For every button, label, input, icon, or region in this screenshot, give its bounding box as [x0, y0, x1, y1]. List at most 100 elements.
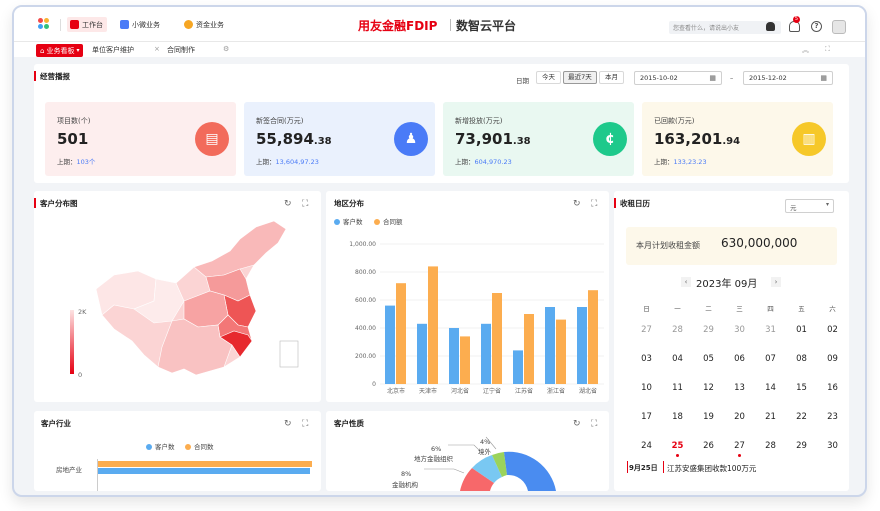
fullscreen-icon[interactable]: ⛶ [302, 419, 309, 429]
app-tab-label: 小微业务 [132, 20, 160, 29]
avatar[interactable] [832, 20, 846, 34]
calendar-day[interactable]: 13 [734, 383, 745, 393]
calendar-day[interactable]: 06 [734, 354, 745, 364]
calendar-day[interactable]: 30 [827, 441, 838, 451]
tab-customer-maintain[interactable]: 单位客户维护 [92, 43, 134, 57]
y-tick-label: 600.00 [355, 297, 376, 304]
bar-客户数-北京市[interactable] [385, 305, 395, 384]
fullscreen-icon[interactable]: ⛶ [302, 199, 309, 209]
app-logo-icon [38, 18, 50, 30]
bar-合同额-天津市[interactable] [428, 266, 438, 384]
calendar-day[interactable]: 04 [672, 354, 683, 364]
bar-客户数-河北省[interactable] [449, 328, 459, 384]
fullscreen-icon[interactable]: ⛶ [591, 199, 598, 209]
calendar-day[interactable]: 24 [641, 441, 652, 451]
collapse-icon[interactable]: ︽ [802, 46, 809, 54]
assistant-icon[interactable] [766, 22, 775, 31]
panel-title: 客户分布图 [40, 199, 78, 208]
range-month-button[interactable]: 本月 [599, 71, 624, 84]
unit-select[interactable]: 元 ▾ [785, 199, 834, 213]
settings-icon[interactable]: ⚙ [223, 45, 230, 53]
refresh-icon[interactable]: ↻ [284, 419, 292, 429]
calendar-day[interactable]: 19 [703, 412, 714, 422]
refresh-icon[interactable]: ↻ [573, 419, 581, 429]
search-input[interactable]: 您查看什么，请说出小友 [669, 21, 781, 34]
bar-合同额-江苏省[interactable] [524, 314, 534, 384]
range-today-button[interactable]: 今天 [536, 71, 561, 84]
calendar-day[interactable]: 16 [827, 383, 838, 393]
event-marker [738, 454, 741, 457]
refresh-icon[interactable]: ↻ [573, 199, 581, 209]
app-tab-funds[interactable]: 资金业务 [181, 17, 228, 32]
bar-客户数-浙江省[interactable] [545, 307, 555, 384]
calendar-day[interactable]: 09 [827, 354, 838, 364]
calendar-day[interactable]: 30 [734, 325, 745, 335]
app-tab-workbench[interactable]: 工作台 [67, 17, 107, 32]
bar-合同额-河北省[interactable] [460, 336, 470, 384]
weekday-label: 日 [643, 305, 650, 313]
next-month-button[interactable]: › [771, 277, 781, 287]
customer-industry-panel: 客户行业 ↻ ⛶ 客户数 合同数 房地产业 [34, 411, 321, 491]
kpi-card-projects[interactable]: 项目数(个) 501 上期：103个 ▤ [45, 102, 236, 176]
app-tab-micro-business[interactable]: 小微业务 [117, 17, 164, 32]
bar-合同额-浙江省[interactable] [556, 319, 566, 384]
kpi-card-new-investment[interactable]: 新增投放(万元) 73,901.38 上期：604,970.23 ¢ [443, 102, 634, 176]
bar-客户数-湖北省[interactable] [577, 307, 587, 384]
calendar-day[interactable]: 17 [641, 412, 652, 422]
x-tick-label: 北京市 [387, 387, 405, 395]
date-to-input[interactable]: 2015-12-02 ▦ [743, 71, 833, 85]
calendar-day[interactable]: 22 [796, 412, 807, 422]
prev-month-button[interactable]: ‹ [681, 277, 691, 287]
calendar-day[interactable]: 01 [796, 325, 807, 335]
calendar-day[interactable]: 23 [827, 412, 838, 422]
calendar-day[interactable]: 08 [796, 354, 807, 364]
kpi-label: 新增投放(万元) [455, 117, 503, 125]
bar-合同额-辽宁省[interactable] [492, 293, 502, 384]
slice-local-finance [472, 455, 502, 483]
calendar-day[interactable]: 11 [672, 383, 683, 393]
calendar-day[interactable]: 20 [734, 412, 745, 422]
calendar-day[interactable]: 10 [641, 383, 652, 393]
calendar-day[interactable]: 12 [703, 383, 714, 393]
calendar-day[interactable]: 05 [703, 354, 714, 364]
calendar-day[interactable]: 03 [641, 354, 652, 364]
kpi-card-new-contracts[interactable]: 新签合同(万元) 55,894.38 上期：13,604,97.23 ♟ [244, 102, 435, 176]
calendar-day[interactable]: 14 [765, 383, 776, 393]
calendar-day[interactable]: 26 [703, 441, 714, 451]
panel-title: 地区分布 [334, 199, 364, 208]
bar-客户数-江苏省[interactable] [513, 350, 523, 384]
kpi-card-collected[interactable]: 已回款(万元) 163,201.94 上期：133,23.23 ▥ [642, 102, 833, 176]
calendar-day[interactable]: 29 [796, 441, 807, 451]
close-icon[interactable]: × [154, 45, 160, 53]
calendar-day[interactable]: 28 [765, 441, 776, 451]
legend-min: 0 [78, 371, 83, 379]
fullscreen-icon[interactable]: ⛶ [825, 45, 830, 53]
calendar-day[interactable]: 31 [765, 325, 776, 335]
calendar-day[interactable]: 18 [672, 412, 683, 422]
tab-business-board[interactable]: ⌂ 业务看板 ▾ [36, 44, 84, 57]
calendar-row: 03 04 05 06 07 08 09 [631, 354, 849, 368]
calendar-day[interactable]: 07 [765, 354, 776, 364]
calendar-day[interactable]: 27 [641, 325, 652, 335]
event-marker [676, 454, 679, 457]
calendar-day[interactable]: 15 [796, 383, 807, 393]
bar-合同额-湖北省[interactable] [588, 290, 598, 384]
fullscreen-icon[interactable]: ⛶ [591, 419, 598, 429]
bar-客户数-天津市[interactable] [417, 323, 427, 384]
calendar-icon: ▦ [820, 74, 827, 82]
range-7days-button[interactable]: 最近7天 [563, 71, 597, 84]
calendar-day[interactable]: 28 [672, 325, 683, 335]
calendar-day[interactable]: 25 [662, 441, 693, 457]
bar-合同额-北京市[interactable] [396, 283, 406, 384]
bar-客户数-辽宁省[interactable] [481, 323, 491, 384]
legend-series-1: 合同额 [374, 216, 403, 226]
refresh-icon[interactable]: ↻ [284, 199, 292, 209]
tab-contract-make[interactable]: 合同制作 [167, 43, 195, 57]
calendar-day[interactable]: 29 [703, 325, 714, 335]
calendar-day[interactable]: 02 [827, 325, 838, 335]
help-icon[interactable]: ? [811, 21, 822, 32]
calendar-day[interactable]: 27 [724, 441, 755, 457]
calendar-day[interactable]: 21 [765, 412, 776, 422]
date-from-input[interactable]: 2015-10-02 ▦ [634, 71, 722, 85]
panel-title: 收租日历 [620, 199, 650, 208]
